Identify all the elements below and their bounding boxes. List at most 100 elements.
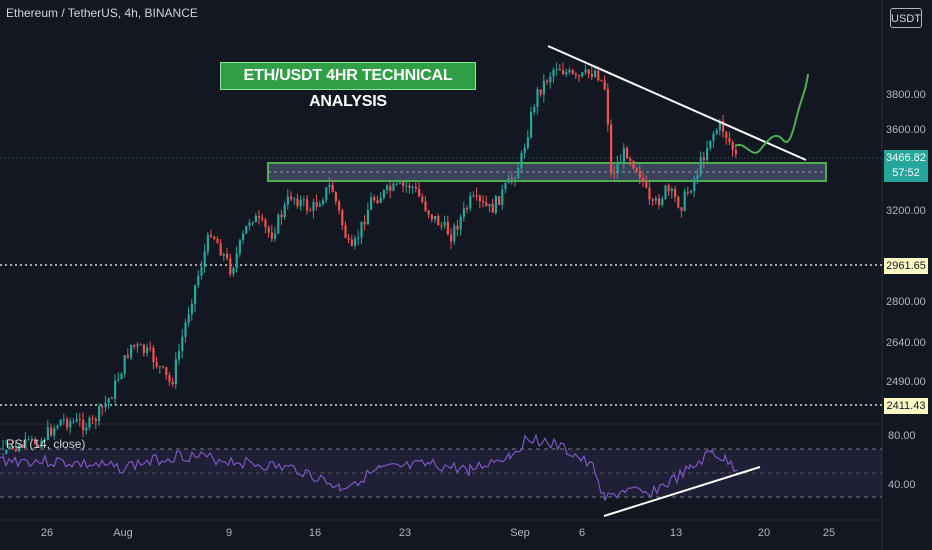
candle-body: [325, 187, 328, 201]
current-price-tag: 3466.82 57:52: [884, 150, 928, 182]
candle-body: [200, 267, 203, 276]
candle-body: [34, 439, 37, 445]
candle-body: [88, 418, 91, 428]
candle-body: [190, 304, 193, 315]
candle-body: [606, 89, 609, 125]
candle-body: [37, 444, 40, 448]
candle-body: [389, 185, 392, 191]
candle-body: [133, 344, 136, 347]
candle-body: [498, 196, 501, 205]
candle-body: [507, 177, 510, 184]
candle-body: [69, 421, 72, 428]
candle-body: [43, 440, 46, 442]
candle-body: [222, 254, 225, 256]
candle-body: [149, 347, 152, 349]
candle-body: [363, 221, 366, 225]
candle-body: [402, 182, 405, 186]
candle-body: [91, 418, 94, 420]
quote-currency-button[interactable]: USDT: [890, 8, 922, 28]
candle-body: [686, 191, 689, 193]
candle-body: [661, 198, 664, 205]
candle-body: [101, 406, 104, 408]
price-tick: 2800.00: [886, 296, 926, 308]
candle-body: [216, 238, 219, 244]
candle-body: [30, 439, 33, 441]
candle-body: [40, 440, 43, 448]
price-tick: 3600.00: [886, 124, 926, 136]
candle-body: [270, 232, 273, 239]
candle-body: [680, 207, 683, 211]
candle-body: [706, 148, 709, 161]
candle-body: [85, 427, 88, 431]
candle-body: [184, 322, 187, 337]
candle-body: [600, 80, 603, 82]
candle-body: [251, 222, 254, 224]
candle-body: [187, 314, 190, 323]
candle-body: [597, 70, 600, 81]
candle-body: [632, 161, 635, 169]
candle-body: [629, 158, 632, 162]
candle-body: [306, 199, 309, 211]
candle-body: [642, 177, 645, 182]
candle-body: [238, 239, 241, 254]
candle-body: [386, 185, 389, 191]
candle-body: [197, 275, 200, 286]
candle-body: [376, 200, 379, 204]
candle-body: [373, 197, 376, 201]
candlestick-series: [2, 62, 737, 456]
candle-body: [558, 68, 561, 71]
candle-body: [94, 418, 97, 422]
analysis-banner: ETH/USDT 4HR TECHNICAL ANALYSIS: [220, 62, 476, 110]
candle-body: [578, 75, 581, 77]
candle-body: [370, 197, 373, 210]
candle-body: [334, 192, 337, 202]
date-tick: 23: [398, 527, 412, 539]
candle-body: [242, 233, 245, 240]
candle-body: [510, 177, 513, 180]
candle-body: [219, 243, 222, 256]
candle-body: [616, 162, 619, 174]
price-tick: 3200.00: [886, 205, 926, 217]
candle-body: [139, 344, 142, 346]
candle-body: [584, 69, 587, 73]
descending-trendline: [547, 45, 807, 161]
candle-body: [491, 204, 494, 213]
candle-body: [619, 161, 622, 163]
candle-body: [27, 439, 30, 441]
candle-body: [712, 133, 715, 141]
candle-body: [546, 80, 549, 83]
candle-body: [2, 454, 5, 456]
candle-body: [542, 80, 545, 95]
candle-body: [475, 195, 478, 197]
candle-body: [638, 171, 641, 178]
candle-body: [725, 131, 728, 139]
candle-body: [130, 344, 133, 358]
rsi-indicator-label[interactable]: RSI (14, close): [6, 437, 86, 451]
candle-body: [235, 253, 238, 269]
candle-body: [158, 366, 161, 368]
candle-body: [254, 215, 257, 223]
candle-body: [117, 379, 120, 381]
candle-body: [338, 201, 341, 211]
candle-body: [734, 149, 737, 155]
candle-body: [72, 421, 75, 423]
candle-body: [552, 69, 555, 77]
candle-body: [114, 380, 117, 399]
candle-body: [146, 347, 149, 354]
date-tick: 16: [308, 527, 322, 539]
candle-body: [107, 398, 110, 403]
candle-body: [581, 72, 584, 77]
candle-body: [174, 359, 177, 384]
candle-body: [328, 184, 331, 188]
candle-body: [709, 140, 712, 149]
candle-body: [277, 214, 280, 234]
candle-body: [18, 444, 21, 452]
candle-body: [24, 439, 27, 448]
symbol-title[interactable]: Ethereum / TetherUS, 4h, BINANCE: [6, 6, 198, 20]
candle-body: [168, 375, 171, 382]
candle-body: [360, 221, 363, 238]
candle-body: [696, 174, 699, 179]
candle-body: [302, 199, 305, 201]
projection-path: [734, 73, 809, 154]
